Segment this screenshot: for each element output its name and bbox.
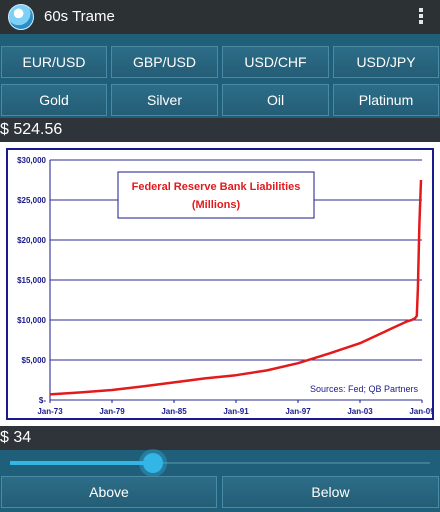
chart-panel: $- $5,000 $10,000 $15,000 $20,000 $25,000 $30,… xyxy=(0,142,440,426)
x-tick-label: Jan-73 xyxy=(37,407,63,416)
app-logo-icon[interactable] xyxy=(8,4,34,30)
chart-frame: $- $5,000 $10,000 $15,000 $20,000 $25,000 $30,… xyxy=(6,148,435,420)
app-title: 60s Trame xyxy=(44,8,115,25)
y-tick-label: $5,000 xyxy=(22,356,47,365)
chart: $- $5,000 $10,000 $15,000 $20,000 $25,000 $30,… xyxy=(17,156,435,416)
amount-value: $ 34 xyxy=(0,429,32,446)
currency-button-usdchf[interactable]: USD/CHF xyxy=(222,46,329,78)
commodity-button-oil[interactable]: Oil xyxy=(222,84,329,116)
commodity-button-gold[interactable]: Gold xyxy=(1,84,107,116)
chart-annotation: Sources: Fed; QB Partners xyxy=(310,384,419,394)
x-tick-label: Jan-91 xyxy=(223,407,249,416)
chart-title: Federal Reserve Bank Liabilities xyxy=(132,181,301,193)
below-button[interactable]: Below xyxy=(222,476,439,508)
y-tick-label: $10,000 xyxy=(17,316,46,325)
x-tick-label: Jan-97 xyxy=(285,407,311,416)
app-title-bar: 60s Trame xyxy=(0,0,440,34)
currency-button-gbpusd[interactable]: GBP/USD xyxy=(111,46,218,78)
slider-track[interactable] xyxy=(10,462,430,464)
amount-bar: $ 34 xyxy=(0,426,440,450)
series-line xyxy=(49,179,423,396)
slider-fill xyxy=(10,461,153,465)
currency-button-eurusd[interactable]: EUR/USD xyxy=(1,46,107,78)
x-tick-label: Jan-03 xyxy=(347,407,373,416)
currency-button-usdjpy[interactable]: USD/JPY xyxy=(333,46,439,78)
y-tick-label: $20,000 xyxy=(17,236,46,245)
y-tick-label: $25,000 xyxy=(17,196,46,205)
title-box xyxy=(117,171,315,219)
y-tick-label: $- xyxy=(39,396,46,405)
current-price: $ 524.56 xyxy=(0,121,63,138)
x-tick-label: Jan-09 xyxy=(409,407,432,416)
above-button[interactable]: Above xyxy=(1,476,217,508)
chart-subtitle: (Millions) xyxy=(192,199,241,211)
overflow-menu-icon[interactable] xyxy=(418,8,424,26)
x-tick-label: Jan-79 xyxy=(99,407,125,416)
commodity-button-silver[interactable]: Silver xyxy=(111,84,218,116)
amount-slider[interactable] xyxy=(0,450,440,476)
current-price-bar: $ 524.56 xyxy=(0,118,440,142)
y-tick-label: $15,000 xyxy=(17,276,46,285)
x-tick-label: Jan-85 xyxy=(161,407,187,416)
commodity-button-platinum[interactable]: Platinum xyxy=(333,84,439,116)
y-tick-label: $30,000 xyxy=(17,156,46,165)
slider-thumb[interactable] xyxy=(142,453,163,473)
